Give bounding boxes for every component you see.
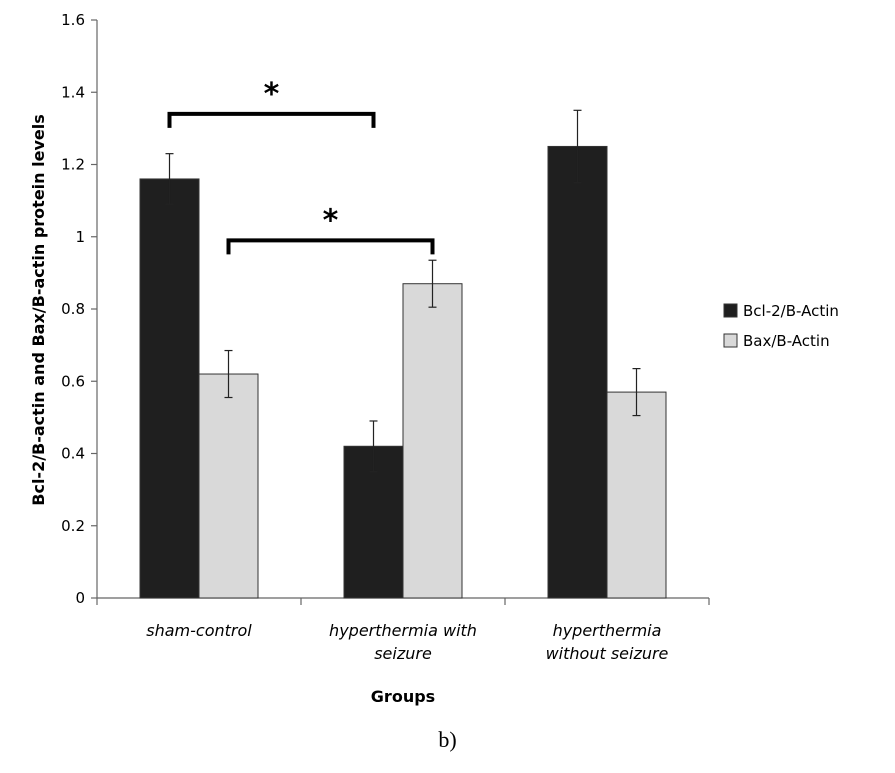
y-tick-label: 1.2 (61, 156, 85, 174)
x-category-label: without seizure (546, 644, 669, 663)
legend-label: Bcl-2/B-Actin (743, 302, 839, 320)
y-tick-label: 0.8 (61, 300, 85, 318)
y-tick-label: 0 (75, 589, 85, 607)
bar-bax (402, 283, 463, 599)
bar-bcl2 (547, 145, 608, 599)
x-category-labels: sham-control hyperthermia with seizure hype… (146, 621, 668, 663)
x-category-label: seizure (374, 644, 432, 663)
legend: Bcl-2/B-Actin Bax/B-Actin (723, 302, 839, 350)
y-tick-label: 1.6 (61, 11, 85, 29)
bar-bax (606, 391, 667, 599)
significance-bracket (226, 238, 435, 255)
error-bars (165, 109, 641, 473)
significance-star: * (264, 77, 280, 112)
y-tick-label: 0.4 (61, 445, 85, 463)
y-tick-label: 0.6 (61, 372, 85, 390)
x-axis-title: Groups (371, 687, 435, 706)
legend-swatch (723, 333, 738, 348)
y-tick-label: 1.4 (61, 83, 85, 101)
significance-brackets: ** (167, 77, 435, 255)
y-axis-title: Bcl-2/B-actin and Bax/B-actin protein le… (29, 114, 48, 505)
bar-bax (198, 373, 259, 599)
legend-swatch (723, 303, 738, 318)
bars (139, 145, 667, 599)
x-category-label: hyperthermia (553, 621, 662, 640)
panel-label: b) (438, 727, 457, 752)
bar-chart: ** 00.20.40.60.811.21.41.6 sham-control h… (29, 11, 839, 706)
y-tick-label: 1 (75, 228, 85, 246)
x-category-label: hyperthermia with (329, 621, 477, 640)
y-tick-label: 0.2 (61, 517, 85, 535)
x-category-label: sham-control (146, 621, 252, 640)
y-tick-labels: 0 0.2 0.4 0.6 0.8 1 1.2 1.4 1.6 (61, 11, 85, 607)
bar-bcl2 (139, 178, 200, 599)
significance-bracket (167, 111, 376, 128)
legend-label: Bax/B-Actin (743, 332, 830, 350)
significance-star: * (323, 203, 339, 238)
